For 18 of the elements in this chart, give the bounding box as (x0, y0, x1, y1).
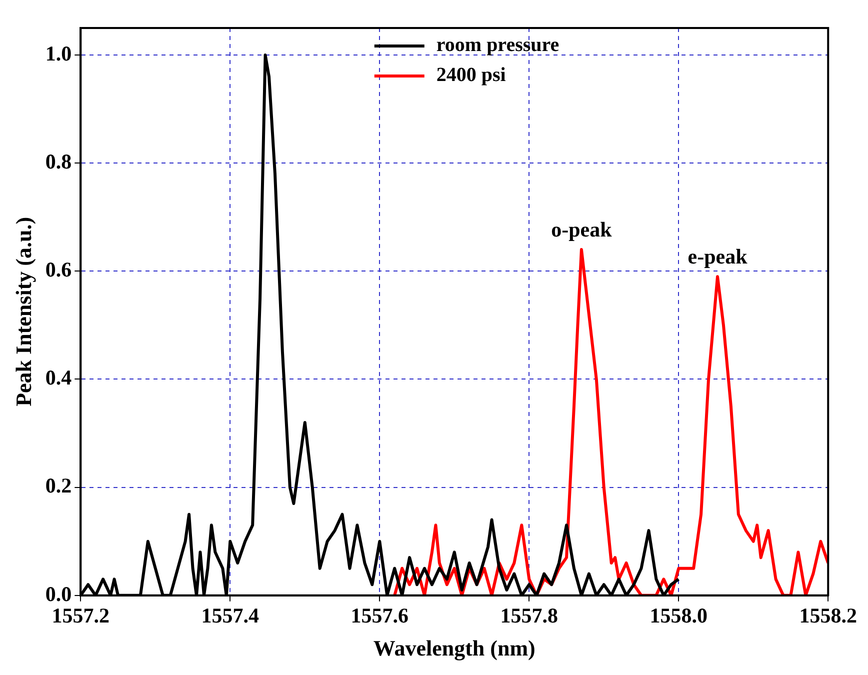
y-tick-label: 1.0 (45, 41, 72, 66)
x-tick-label: 1557.4 (201, 603, 260, 628)
y-axis-title: Peak Intensity (a.u.) (10, 216, 36, 406)
x-tick-label: 1558.0 (650, 603, 708, 628)
y-tick-label: 0.6 (45, 258, 72, 282)
y-tick-label: 0.0 (45, 582, 72, 606)
x-tick-label: 1557.2 (52, 603, 110, 628)
annotation: o-peak (551, 217, 612, 242)
y-tick-label: 0.8 (45, 150, 72, 174)
x-tick-label: 1557.6 (350, 603, 409, 628)
y-tick-label: 0.4 (45, 366, 72, 390)
legend-label: 2400 psi (436, 64, 506, 86)
x-tick-label: 1557.8 (500, 603, 558, 628)
annotation: e-peak (688, 244, 748, 268)
legend-label: room pressure (436, 34, 560, 56)
x-tick-label: 1558.2 (799, 603, 857, 628)
y-tick-label: 0.2 (45, 474, 72, 498)
x-axis-title: Wavelength (nm) (373, 635, 536, 660)
